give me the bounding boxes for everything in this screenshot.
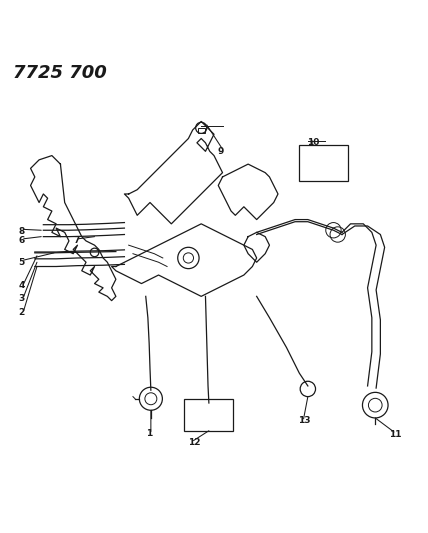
Text: 2: 2 xyxy=(18,308,25,317)
Text: 9: 9 xyxy=(217,147,224,156)
Bar xyxy=(299,145,348,181)
Text: 11: 11 xyxy=(389,430,401,439)
Text: 12: 12 xyxy=(188,438,201,447)
Text: 5: 5 xyxy=(18,258,25,266)
Text: 7: 7 xyxy=(73,237,80,245)
Text: 7725 700: 7725 700 xyxy=(14,64,107,82)
Text: 3: 3 xyxy=(18,294,25,303)
Text: 13: 13 xyxy=(298,416,311,425)
Bar xyxy=(184,399,233,431)
Text: 6: 6 xyxy=(18,237,25,245)
Text: 1: 1 xyxy=(146,429,152,438)
Text: 8: 8 xyxy=(18,227,25,236)
Text: 10: 10 xyxy=(307,138,319,147)
Bar xyxy=(198,128,205,133)
Text: 4: 4 xyxy=(18,281,25,290)
